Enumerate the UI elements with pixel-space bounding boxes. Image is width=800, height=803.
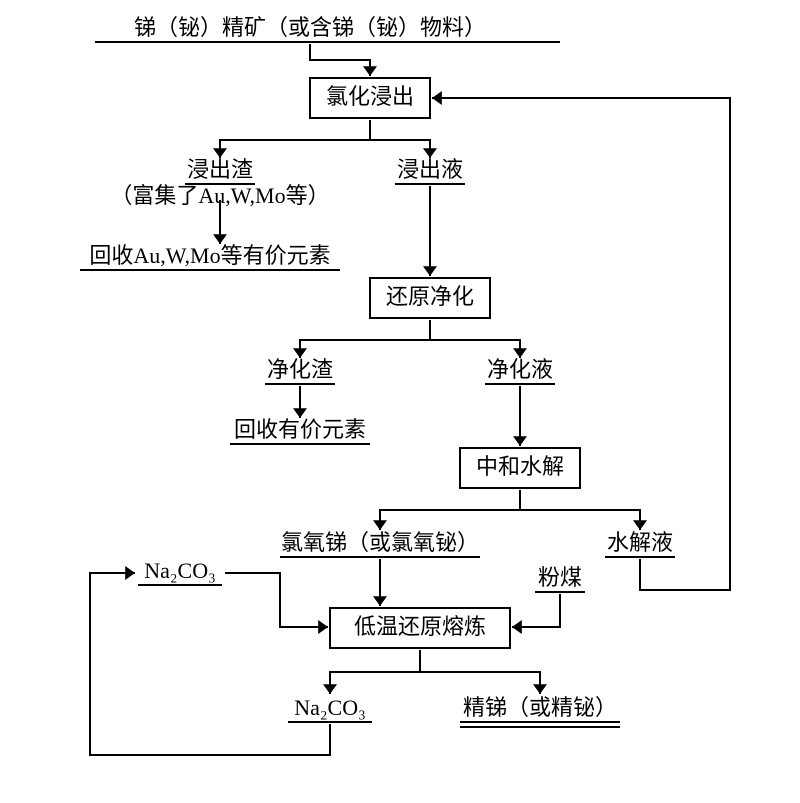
text-recover2: 回收有价元素: [234, 417, 366, 442]
text-hydrolysate: 水解液: [607, 530, 673, 555]
text-residue1: 浸出渣: [187, 157, 253, 182]
label-step1: 氯化浸出: [326, 84, 414, 109]
flow-arrow: [520, 490, 640, 530]
flow-arrow: [370, 120, 430, 158]
text-na2co3_out: Na₂CO₃: [294, 695, 366, 720]
arrow-head: [125, 566, 135, 580]
label-step2: 还原净化: [386, 284, 474, 309]
arrow-head: [512, 620, 522, 634]
arrow-head: [373, 520, 387, 530]
text-residue2: 净化渣: [267, 357, 333, 382]
arrow-head: [318, 620, 328, 634]
flow-arrow: [430, 320, 520, 358]
arrow-head: [323, 684, 337, 694]
flow-arrow: [432, 98, 730, 590]
flowchart: 氯化浸出还原净化中和水解低温还原熔炼 锑（铋）精矿（或含锑（铋）物料） 浸出渣（富集…: [0, 0, 800, 803]
arrow-head: [633, 520, 647, 530]
arrow-head: [373, 596, 387, 606]
arrow-head: [363, 66, 377, 76]
flow-arrow: [380, 490, 520, 530]
label-step3: 中和水解: [476, 454, 564, 479]
arrow-head: [513, 436, 527, 446]
text-recover1: 回收Au,W,Mo等有价元素: [89, 243, 330, 268]
arrow-head: [533, 684, 547, 694]
flow-arrow: [330, 650, 420, 694]
arrow-head: [432, 91, 442, 105]
arrow-head: [423, 266, 437, 276]
flow-arrow: [310, 44, 370, 76]
text-feed: 锑（铋）精矿（或含锑（铋）物料）: [134, 15, 486, 40]
flow-arrow: [90, 573, 330, 755]
text-residue1_note: （富集了Au,W,Mo等）: [110, 183, 329, 208]
flow-arrow: [300, 320, 430, 358]
flow-arrow: [420, 650, 540, 694]
label-step4: 低温还原熔炼: [354, 614, 486, 639]
text-coal: 粉煤: [538, 565, 582, 590]
text-liquor2: 净化液: [487, 357, 553, 382]
flow-arrow: [225, 573, 328, 627]
text-na2co3_in: Na₂CO₃: [144, 558, 216, 583]
text-product: 精锑（或精铋）: [463, 695, 617, 720]
text-oxychloride: 氯氧锑（或氯氧铋）: [281, 530, 479, 555]
text-liquor1: 浸出液: [397, 157, 463, 182]
flow-arrow: [220, 120, 370, 158]
